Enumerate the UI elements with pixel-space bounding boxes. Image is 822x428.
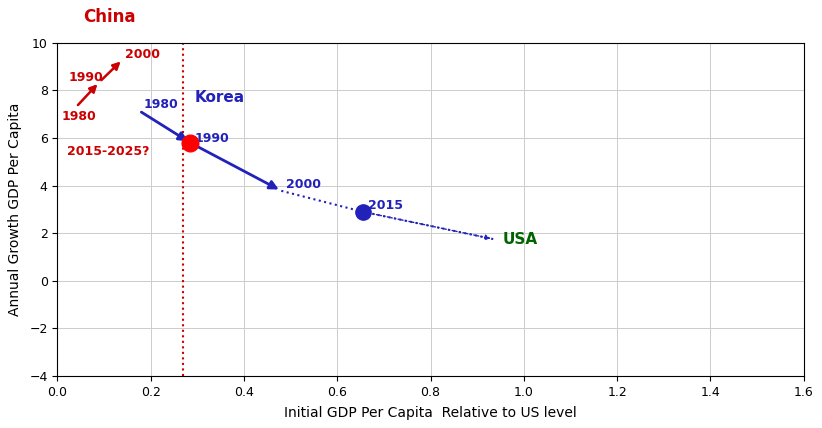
Text: 1990: 1990 (69, 71, 104, 84)
X-axis label: Initial GDP Per Capita  Relative to US level: Initial GDP Per Capita Relative to US le… (284, 406, 577, 420)
Text: 2000: 2000 (286, 178, 321, 191)
Text: 1980: 1980 (62, 110, 97, 123)
Y-axis label: Annual Growth GDP Per Capita: Annual Growth GDP Per Capita (8, 103, 22, 316)
Text: USA: USA (503, 232, 538, 247)
Text: China: China (83, 8, 136, 26)
Text: 1980: 1980 (144, 98, 178, 111)
Text: 1990: 1990 (195, 131, 229, 145)
Text: 2015-2025?: 2015-2025? (67, 145, 150, 158)
Text: 2015: 2015 (367, 199, 403, 212)
Text: Korea: Korea (195, 90, 245, 105)
Text: 2000: 2000 (125, 48, 160, 61)
